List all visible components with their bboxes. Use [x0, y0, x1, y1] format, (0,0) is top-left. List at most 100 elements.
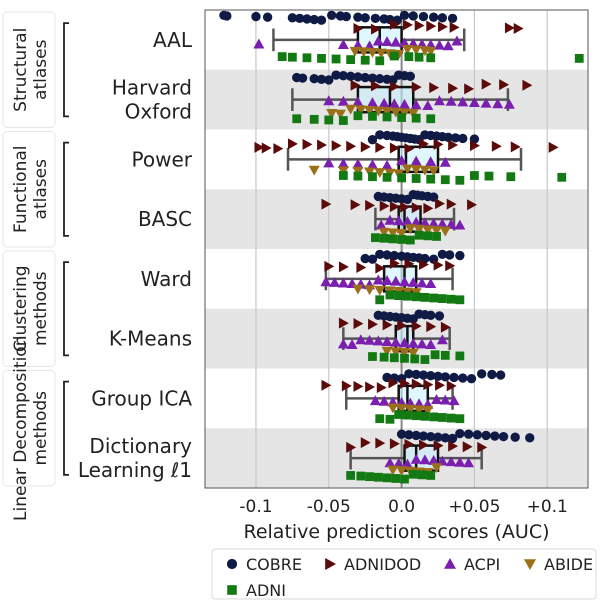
legend-box — [211, 548, 597, 600]
data-point — [317, 139, 328, 151]
data-point — [442, 40, 454, 51]
data-point — [408, 469, 418, 479]
data-point — [436, 455, 448, 466]
data-point — [447, 433, 458, 444]
data-point — [337, 39, 349, 50]
data-point — [400, 353, 409, 363]
data-point — [292, 114, 302, 124]
x-tick-label: +0.05 — [448, 497, 500, 517]
data-point — [419, 259, 429, 271]
data-point — [253, 38, 265, 49]
data-point — [411, 378, 422, 390]
data-point — [389, 257, 400, 269]
data-point — [381, 159, 393, 170]
data-point — [368, 352, 377, 361]
data-point — [466, 373, 477, 384]
data-point — [323, 157, 335, 168]
data-point — [360, 253, 370, 264]
data-point — [411, 430, 421, 441]
data-point — [504, 22, 515, 34]
data-point — [321, 198, 332, 210]
data-point — [390, 107, 402, 118]
data-point — [374, 168, 386, 179]
data-point — [420, 355, 430, 364]
data-point — [426, 174, 436, 184]
data-point — [425, 339, 437, 350]
data-point — [382, 112, 392, 122]
data-point — [404, 369, 414, 379]
data-point — [490, 431, 500, 441]
data-point — [317, 53, 326, 63]
data-point — [316, 74, 327, 84]
data-point — [411, 202, 422, 214]
data-point — [401, 164, 413, 175]
data-point — [338, 317, 349, 329]
category-label: Oxford — [125, 100, 192, 124]
group-label-line: Clustering — [11, 265, 31, 352]
data-point — [389, 250, 399, 261]
data-point — [397, 113, 406, 122]
data-point — [503, 98, 515, 109]
data-point — [372, 106, 384, 117]
data-point — [425, 46, 437, 57]
data-point — [309, 14, 319, 25]
data-point — [404, 430, 414, 440]
data-point — [384, 457, 396, 468]
data-point — [433, 95, 445, 106]
data-point — [445, 456, 457, 467]
data-point — [449, 372, 459, 383]
data-point — [418, 370, 429, 380]
data-point — [411, 411, 421, 421]
data-point — [426, 20, 437, 32]
data-point — [443, 132, 453, 142]
data-point — [403, 410, 412, 420]
data-point — [331, 70, 341, 80]
data-point — [426, 53, 436, 63]
data-point — [287, 52, 297, 62]
data-point — [355, 334, 367, 345]
data-point — [410, 99, 422, 110]
legend-marker — [226, 558, 238, 570]
x-tick-label: +0.1 — [527, 497, 568, 517]
data-point — [431, 463, 443, 474]
data-point — [455, 428, 465, 439]
data-point — [510, 141, 521, 153]
data-point — [375, 249, 385, 260]
series-abide — [308, 45, 451, 478]
data-point — [434, 311, 445, 321]
category-label: Power — [132, 147, 193, 171]
data-point — [470, 140, 480, 152]
group-label-box — [2, 11, 56, 128]
data-point — [262, 12, 273, 22]
data-point — [448, 139, 459, 151]
series-acpi — [253, 35, 515, 469]
data-point — [334, 109, 346, 120]
data-point — [393, 458, 405, 468]
data-point — [440, 350, 450, 360]
data-point — [495, 370, 506, 380]
data-point — [321, 379, 332, 391]
data-point — [414, 52, 424, 62]
data-point — [378, 97, 390, 108]
data-point — [446, 380, 457, 392]
group-bracket — [63, 380, 69, 476]
data-point — [407, 276, 419, 287]
data-point — [404, 52, 414, 61]
legend-item-adnidod: ADNIDOD — [325, 555, 421, 574]
data-point — [454, 219, 466, 230]
data-point — [480, 97, 492, 108]
data-point — [414, 20, 425, 32]
data-point — [387, 465, 399, 476]
data-point — [353, 171, 363, 181]
data-point — [481, 430, 491, 441]
group-bracket — [63, 141, 69, 237]
data-point — [429, 293, 439, 303]
data-point — [422, 100, 434, 111]
data-point — [413, 405, 425, 416]
category-label: K-Means — [109, 327, 192, 351]
legend-item-cobre: COBRE — [226, 555, 302, 574]
category-label: BASC — [138, 207, 192, 231]
data-point — [353, 12, 363, 22]
data-point — [366, 159, 378, 170]
